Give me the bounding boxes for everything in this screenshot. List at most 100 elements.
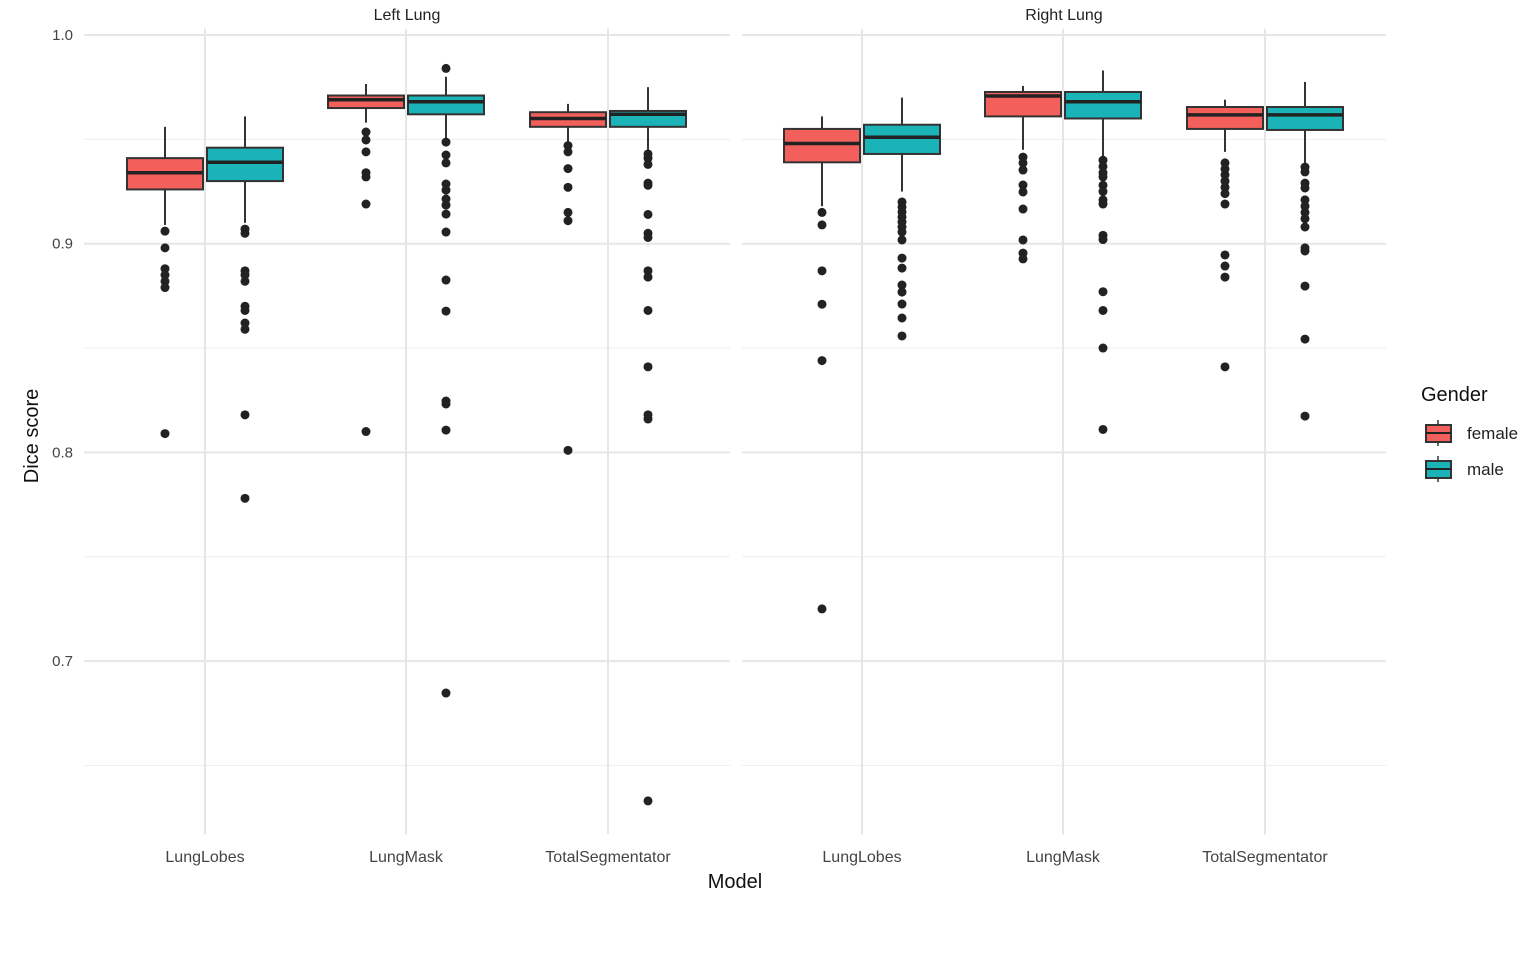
outlier-point (441, 275, 451, 285)
y-tick-label: 0.8 (52, 444, 73, 461)
outlier-point (1300, 207, 1310, 217)
box-male (863, 97, 941, 341)
outlier-point (1300, 334, 1310, 344)
y-tick-label: 1.0 (52, 27, 73, 44)
y-tick-label: 0.7 (52, 653, 73, 670)
outlier-point (240, 493, 250, 503)
facet-strip-label: Left Lung (374, 7, 441, 24)
outlier-point (160, 243, 170, 253)
outlier-point (361, 135, 371, 145)
outlier-point (1220, 261, 1230, 271)
outlier-point (240, 318, 250, 328)
x-tick-label: TotalSegmentator (545, 849, 671, 866)
outlier-point (1098, 180, 1108, 190)
outlier-point (1098, 235, 1108, 245)
outlier-point (897, 299, 907, 309)
outlier-point (897, 280, 907, 290)
outlier-point (563, 207, 573, 217)
box-female (126, 126, 204, 439)
outlier-point (643, 272, 653, 282)
outlier-point (817, 266, 827, 276)
outlier-point (1018, 204, 1028, 214)
y-axis-title: Dice score (21, 389, 43, 483)
outlier-point (1098, 187, 1108, 197)
outlier-point (563, 182, 573, 192)
outlier-point (160, 226, 170, 236)
outlier-point (1300, 246, 1310, 256)
x-tick-label: LungMask (1026, 849, 1101, 866)
outlier-point (441, 227, 451, 237)
x-axis-title: Model (708, 871, 762, 893)
outlier-point (1098, 155, 1108, 165)
outlier-point (1018, 187, 1028, 197)
outlier-point (160, 264, 170, 274)
outlier-point (817, 604, 827, 614)
outlier-point (897, 235, 907, 245)
outlier-point (441, 688, 451, 698)
outlier-point (1300, 183, 1310, 193)
outlier-point (1098, 343, 1108, 353)
outlier-point (361, 127, 371, 137)
outlier-point (160, 429, 170, 439)
outlier-point (240, 305, 250, 315)
outlier-point (441, 137, 451, 147)
outlier-point (361, 172, 371, 182)
x-tick-label: LungLobes (822, 849, 901, 866)
outlier-point (563, 216, 573, 226)
outlier-point (643, 414, 653, 424)
legend-label-female: female (1467, 424, 1518, 443)
legend: Gender female male (1421, 384, 1518, 482)
box-female (1186, 99, 1264, 372)
outlier-point (817, 356, 827, 366)
iqr-box (1186, 106, 1264, 130)
outlier-point (361, 199, 371, 209)
outlier-point (563, 164, 573, 174)
box-male (1266, 81, 1344, 421)
iqr-box (1266, 106, 1344, 131)
outlier-point (643, 153, 653, 163)
outlier-point (1098, 161, 1108, 171)
outlier-point (441, 306, 451, 316)
outlier-point (643, 180, 653, 190)
outlier-point (1220, 176, 1230, 186)
outlier-point (240, 324, 250, 334)
outlier-point (897, 253, 907, 263)
outlier-point (1220, 199, 1230, 209)
legend-title: Gender (1421, 384, 1488, 406)
outlier-point (897, 331, 907, 341)
outlier-point (643, 796, 653, 806)
outlier-point (1220, 272, 1230, 282)
outlier-point (817, 220, 827, 230)
facet-strip-label: Right Lung (1025, 7, 1102, 24)
outlier-point (441, 425, 451, 435)
outlier-point (643, 232, 653, 242)
outlier-point (441, 200, 451, 210)
outlier-point (1098, 287, 1108, 297)
outlier-point (1018, 235, 1028, 245)
outlier-point (897, 313, 907, 323)
box-male (609, 87, 687, 806)
outlier-point (1098, 424, 1108, 434)
outlier-point (897, 263, 907, 273)
outlier-point (361, 427, 371, 437)
outlier-point (1220, 170, 1230, 180)
box-male (407, 63, 485, 698)
panel-left-lung: Left Lung LungLobes LungMask TotalSegmentat… (84, 7, 730, 866)
iqr-box (1064, 90, 1142, 120)
outlier-point (1098, 172, 1108, 182)
outlier-point (240, 228, 250, 238)
y-tick-label: 0.9 (52, 236, 73, 253)
outlier-point (563, 147, 573, 157)
outlier-point (441, 399, 451, 409)
box-female (783, 116, 861, 614)
outlier-point (1220, 182, 1230, 192)
iqr-box (206, 146, 284, 183)
outlier-point (160, 270, 170, 280)
outlier-point (1300, 195, 1310, 205)
outlier-point (441, 185, 451, 195)
outlier-point (1300, 214, 1310, 224)
box-female (529, 103, 607, 455)
outlier-point (240, 270, 250, 280)
outlier-point (643, 266, 653, 276)
box-female (327, 84, 405, 437)
